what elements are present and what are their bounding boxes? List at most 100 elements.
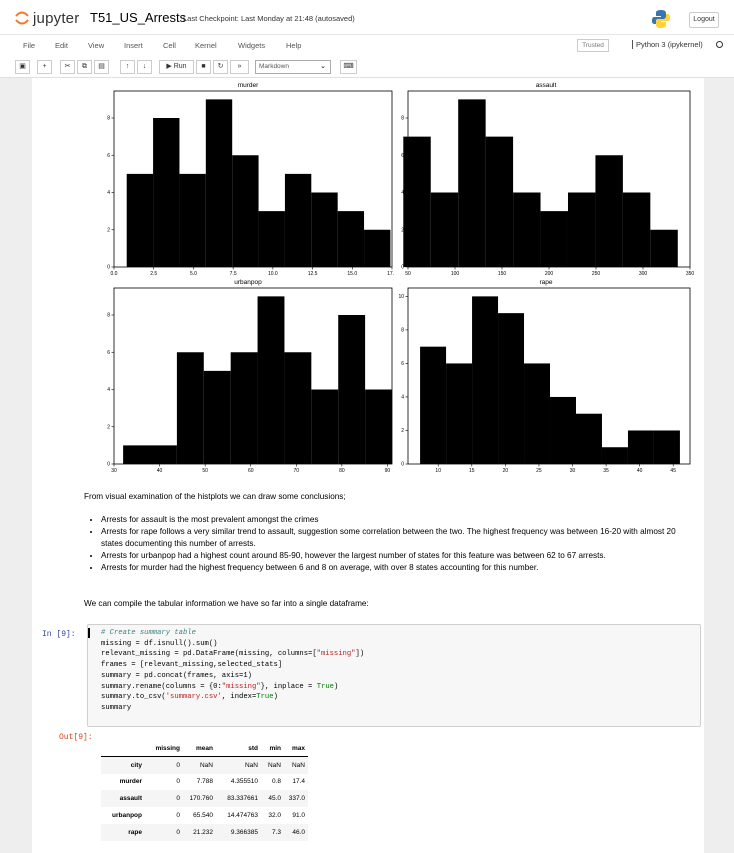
histogram-bar: [513, 192, 541, 267]
interrupt-button[interactable]: ■: [196, 60, 211, 74]
row-index: city: [130, 761, 142, 769]
y-tick-label: 4: [107, 190, 110, 196]
x-tick-label: 100: [451, 271, 460, 277]
paste-button[interactable]: ▤: [94, 60, 109, 74]
y-tick-label: 4: [107, 387, 110, 393]
y-tick-label: 2: [401, 227, 404, 233]
menu-file[interactable]: File: [23, 41, 36, 50]
histogram-bar: [601, 447, 628, 464]
markdown-compile-text[interactable]: We can compile the tabular information w…: [84, 599, 369, 608]
menu-view[interactable]: View: [88, 41, 105, 50]
histogram-bar: [420, 346, 447, 464]
summary-dataframe: missing mean std min max city 0 NaN NaN …: [101, 740, 308, 841]
histogram-bar: [153, 118, 180, 267]
menu-widgets[interactable]: Widgets: [238, 41, 266, 50]
histogram-bar: [575, 413, 602, 464]
markdown-intro: From visual examination of the histplots…: [84, 492, 346, 501]
histogram-bar: [403, 136, 431, 267]
y-tick-label: 10: [398, 294, 404, 300]
column-header: mean: [183, 740, 216, 758]
move-up-button[interactable]: ↑: [120, 60, 135, 74]
jupyter-logo[interactable]: jupyter: [14, 8, 79, 28]
rape-histogram-svg: 10 15 20 25 30 35 40 45 0 2 4 6 8 10: [398, 287, 691, 474]
table-row: city 0 NaN NaN NaN NaN: [101, 756, 308, 774]
x-tick-label: 40: [637, 468, 643, 474]
notebook-header: jupyter T51_US_Arrests Last Checkpoint: …: [0, 0, 734, 34]
menu-edit[interactable]: Edit: [55, 41, 68, 50]
cell-type-select[interactable]: Markdown ⌄: [255, 60, 331, 74]
code-line: }, inplace =: [260, 682, 317, 691]
trusted-indicator[interactable]: Trusted: [577, 39, 609, 52]
cell: NaN: [244, 761, 258, 769]
y-tick-label: 8: [107, 313, 110, 319]
run-button[interactable]: ▶ Run: [159, 60, 194, 74]
histogram-bar: [595, 155, 623, 267]
cell: NaN: [199, 761, 213, 769]
plus-icon: +: [42, 63, 47, 70]
move-down-button[interactable]: ↓: [137, 60, 152, 74]
cell: 4.355510: [230, 778, 258, 786]
logout-button[interactable]: Logout: [689, 12, 719, 28]
chart-title: urbanpop: [234, 279, 262, 286]
cell: 32.0: [268, 812, 281, 820]
index-header: [101, 740, 145, 758]
histogram-bar: [627, 430, 654, 464]
x-tick-label: 350: [686, 271, 695, 277]
histogram-bar: [150, 445, 177, 464]
cut-button[interactable]: ✂: [60, 60, 75, 74]
notebook-title[interactable]: T51_US_Arrests: [90, 10, 187, 25]
command-palette-button[interactable]: ⌨: [340, 60, 357, 74]
cell: 46.0: [292, 828, 305, 836]
histogram-bar: [550, 396, 576, 464]
y-tick-label: 0: [401, 265, 404, 271]
copy-button[interactable]: ⧉: [77, 60, 92, 74]
histogram-bar: [430, 192, 459, 267]
histogram-bar: [338, 315, 366, 464]
insert-cell-button[interactable]: +: [37, 60, 52, 74]
x-tick-label: 15: [469, 468, 475, 474]
code-line: , index=: [221, 693, 257, 702]
histogram-bar: [622, 192, 651, 267]
histogram-bar: [337, 211, 365, 267]
x-tick-label: 12.5: [308, 271, 318, 277]
arrow-down-icon: ↓: [142, 63, 147, 70]
fast-forward-icon: »: [237, 63, 242, 70]
copy-icon: ⧉: [82, 63, 87, 70]
input-prompt: In [9]:: [42, 630, 76, 639]
table-row: urbanpop 0 65.540 14.474763 32.0 91.0: [101, 807, 308, 824]
output-prompt: Out[9]:: [59, 733, 93, 742]
column-header: max: [284, 740, 308, 758]
chart-title: assault: [535, 82, 557, 89]
stop-icon: ■: [201, 63, 206, 70]
x-tick-label: 70: [294, 468, 300, 474]
save-button[interactable]: ▣: [15, 60, 30, 74]
code-string: "missing": [316, 650, 356, 659]
murder-histogram: murder 0.0 2.5 5.0 7.5 10.0 12.5 15.0 17.5 0 2 4 6 8: [102, 82, 397, 278]
menu-cell[interactable]: Cell: [163, 41, 176, 50]
markdown-cell[interactable]: From visual examination of the histplots…: [84, 491, 694, 574]
restart-run-all-button[interactable]: »: [230, 60, 249, 74]
chart-title: murder: [237, 82, 259, 89]
arrow-up-icon: ↑: [125, 63, 130, 70]
code-line: missing = df.isnull().sum(): [101, 639, 218, 648]
cell: NaN: [267, 761, 281, 769]
restart-button[interactable]: ↻: [213, 60, 228, 74]
histogram-bar: [258, 211, 285, 267]
code-editor[interactable]: [87, 624, 701, 727]
histogram-bar: [284, 352, 312, 464]
menu-help[interactable]: Help: [286, 41, 302, 50]
menu-insert[interactable]: Insert: [124, 41, 143, 50]
x-tick-label: 20: [503, 468, 509, 474]
cell: 65.540: [193, 812, 213, 820]
x-tick-label: 300: [639, 271, 648, 277]
menu-kernel[interactable]: Kernel: [195, 41, 217, 50]
y-tick-label: 6: [107, 153, 110, 159]
cell: 91.0: [292, 812, 305, 820]
histogram-bar: [232, 155, 259, 267]
list-item: Arrests for urbanpop had a highest count…: [101, 550, 694, 562]
code-lines[interactable]: # Create summary table missing = df.isnu…: [101, 628, 364, 714]
row-index: rape: [128, 828, 142, 836]
kernel-name[interactable]: Python 3 (ipykernel): [632, 40, 703, 49]
cell: 0: [176, 761, 180, 769]
keyboard-icon: ⌨: [343, 63, 354, 70]
